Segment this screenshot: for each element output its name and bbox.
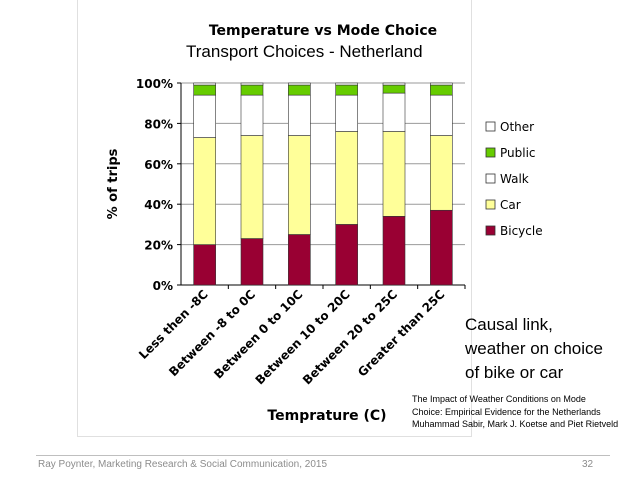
bar-segment-walk — [382, 92, 406, 132]
bar-segment-walk — [193, 94, 216, 138]
bar-segment-other — [382, 82, 406, 86]
bar-segment-public — [382, 84, 406, 94]
bar-segment-other — [240, 82, 264, 86]
bar-segment-walk — [335, 94, 358, 132]
y-tick-label: 60% — [144, 158, 173, 172]
legend-label-walk: Walk — [500, 172, 529, 186]
bar-segment-car — [430, 135, 453, 211]
page-number: 32 — [582, 459, 594, 470]
legend-swatch-bicycle — [485, 225, 496, 236]
x-tick-label: Between 0 to 10C — [211, 287, 305, 381]
bar-segment-walk — [288, 94, 311, 136]
x-tick-label: Between 20 to 25C — [300, 287, 400, 387]
legend-label-other: Other — [500, 120, 534, 134]
slide-title: Transport Choices - Netherland — [184, 42, 425, 62]
bar-segment-car — [193, 137, 216, 245]
bar-segment-public — [335, 84, 358, 96]
legend-swatch-public — [485, 147, 496, 158]
bar-segment-bicycle — [240, 238, 264, 286]
causal-note: Causal link, weather on choice of bike o… — [465, 313, 635, 385]
citation-line-1: The Impact of Weather Conditions on Mode — [412, 394, 586, 404]
causal-line-2: weather on choice — [465, 339, 603, 358]
causal-line-1: Causal link, — [465, 315, 553, 334]
bar-segment-bicycle — [430, 209, 453, 286]
x-tick-label: Between 10 to 20C — [253, 287, 353, 387]
legend-label-public: Public — [500, 146, 536, 160]
bar-segment-public — [193, 84, 216, 96]
y-tick-label: 0% — [153, 279, 173, 293]
bar-segment-public — [430, 84, 453, 96]
y-tick-label: 100% — [136, 77, 173, 91]
bar-segment-walk — [430, 94, 453, 136]
bar-segment-bicycle — [335, 224, 358, 286]
bar-segment-car — [288, 135, 311, 235]
y-tick-label: 20% — [144, 239, 173, 253]
chart-title: Temperature vs Mode Choice — [209, 23, 437, 39]
bar-segment-bicycle — [288, 234, 311, 286]
citation: The Impact of Weather Conditions on Mode… — [412, 393, 636, 431]
causal-line-3: of bike or car — [465, 363, 564, 382]
bar-segment-other — [335, 82, 358, 86]
legend-label-bicycle: Bicycle — [500, 224, 543, 238]
legend-swatch-car — [485, 199, 496, 210]
bar-segment-car — [240, 135, 264, 239]
x-axis-label: Temprature (C) — [267, 408, 386, 424]
bar-segment-other — [193, 82, 216, 86]
x-tick-label: Greater than 25C — [355, 287, 447, 379]
legend-swatch-walk — [485, 173, 496, 184]
bar-segment-public — [240, 84, 264, 96]
bar-segment-bicycle — [193, 244, 216, 286]
legend-swatch-other — [485, 121, 496, 132]
y-tick-label: 40% — [144, 198, 173, 212]
bar-segment-car — [335, 131, 358, 225]
bar-segment-public — [288, 84, 311, 96]
bar-segment-other — [288, 82, 311, 86]
bar-segment-other — [430, 82, 453, 86]
chart-panel — [77, 0, 472, 437]
citation-line-2: Choice: Empirical Evidence for the Nethe… — [412, 406, 601, 417]
bar-segment-walk — [240, 94, 264, 136]
y-axis-label: % of trips — [106, 148, 121, 219]
footer-credit: Ray Poynter, Marketing Research & Social… — [38, 459, 328, 470]
legend-label-car: Car — [500, 198, 521, 212]
footer-divider — [36, 455, 610, 456]
bar-segment-car — [382, 131, 406, 217]
y-tick-label: 80% — [144, 117, 173, 131]
bar-segment-bicycle — [382, 216, 406, 286]
citation-line-3: Muhammad Sabir, Mark J. Koetse and Piet … — [412, 419, 619, 429]
x-tick-label: Between -8 to 0C — [166, 287, 258, 379]
